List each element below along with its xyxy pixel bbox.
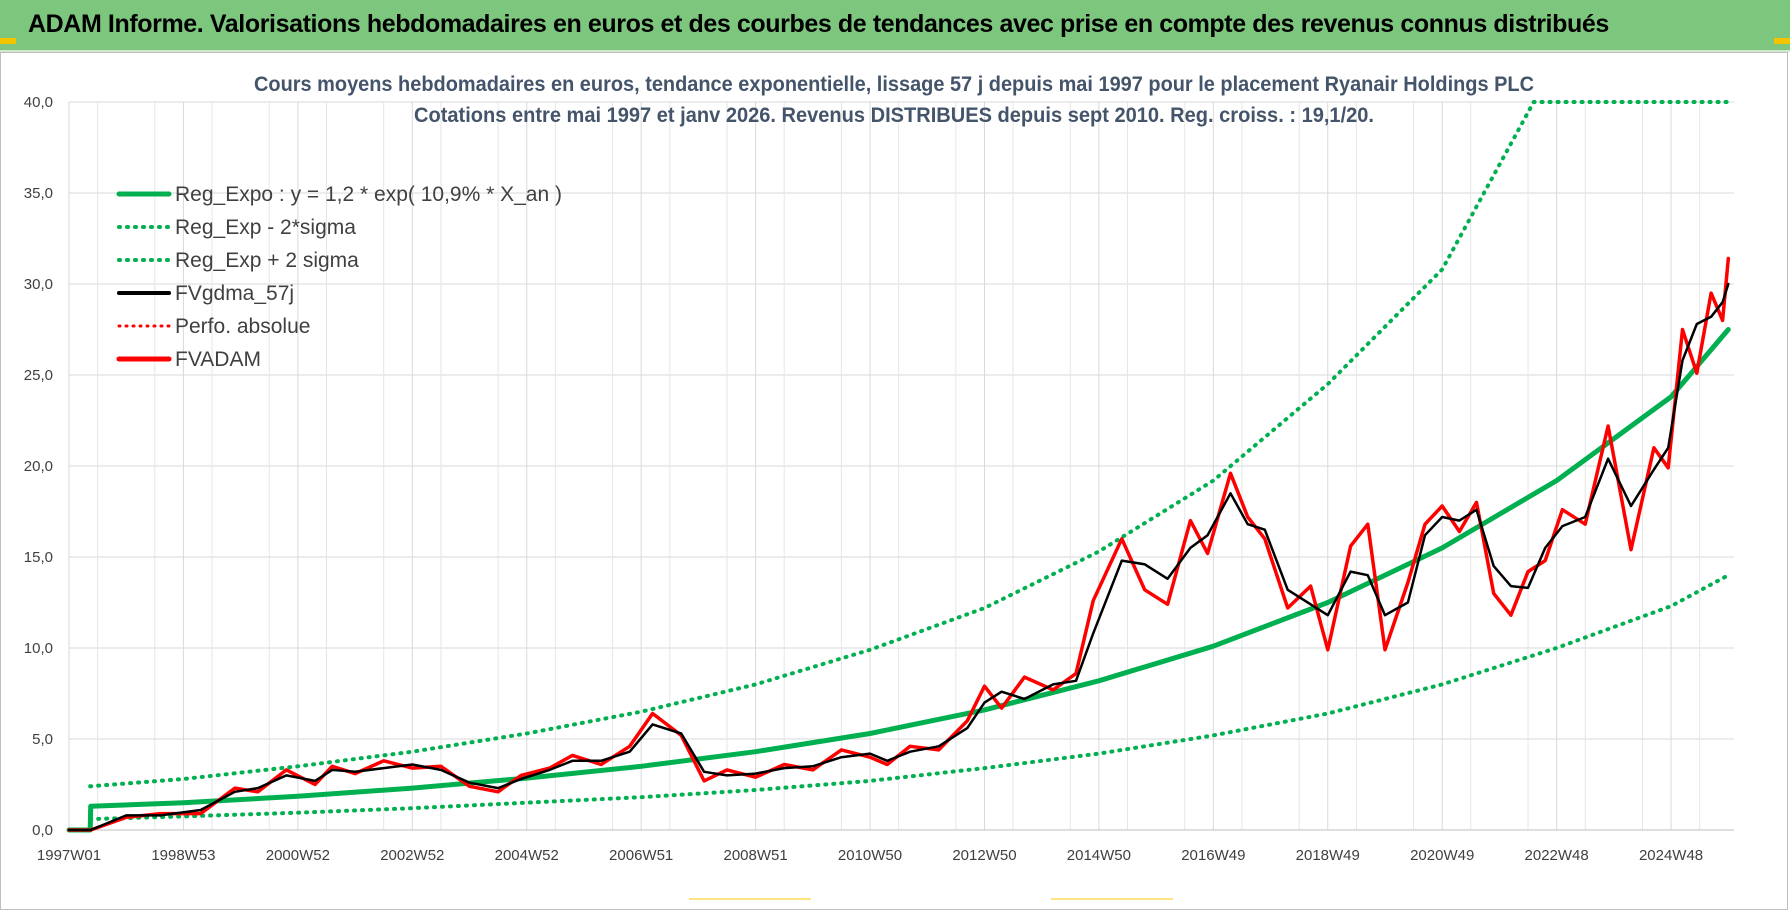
chart-area: 0,0 5,0 10,0 15,0 20,0 25,0 30,0 35,0 40,0 1997W… <box>0 52 1788 910</box>
legend-label: FVgdma_57j <box>175 282 294 305</box>
x-tick-label: 2006W51 <box>609 847 673 864</box>
y-tick-label: 40,0 <box>24 94 53 111</box>
x-axis-ticks: 1997W01 1998W53 2000W52 2002W52 2004W52 2006W… <box>37 847 1703 864</box>
y-tick-label: 20,0 <box>24 458 53 475</box>
corner-mark-right <box>1774 38 1790 44</box>
series-fvadam <box>67 256 1731 832</box>
legend-label: Reg_Expo : y = 1,2 * exp( 10,9% * X_an ) <box>175 183 562 206</box>
series-reg-expo <box>66 327 1731 833</box>
x-tick-label: 2018W49 <box>1296 847 1360 864</box>
legend-label: Perfo. absolue <box>175 315 310 338</box>
x-tick-label: 2016W49 <box>1181 847 1245 864</box>
plot-series <box>66 100 1731 833</box>
x-tick-label: 2008W51 <box>723 847 787 864</box>
x-tick-label: 2002W52 <box>380 847 444 864</box>
corner-mark-left <box>0 38 16 44</box>
x-tick-label: 2010W50 <box>838 847 902 864</box>
x-tick-label: 2024W48 <box>1639 847 1703 864</box>
y-tick-label: 10,0 <box>24 640 53 657</box>
legend: Reg_Expo : y = 1,2 * exp( 10,9% * X_an )… <box>116 183 562 371</box>
chart-subtitle: Cotations entre mai 1997 et janv 2026. R… <box>414 104 1374 127</box>
y-tick-label: 35,0 <box>24 185 53 202</box>
series-fvgdma-57j <box>67 282 1730 832</box>
y-tick-label: 15,0 <box>24 549 53 566</box>
x-tick-label: 1998W53 <box>151 847 215 864</box>
x-tick-label: 2022W48 <box>1525 847 1589 864</box>
x-tick-label: 2000W52 <box>266 847 330 864</box>
y-axis-ticks: 0,0 5,0 10,0 15,0 20,0 25,0 30,0 35,0 40,0 <box>24 94 53 839</box>
bottom-accent-right <box>1051 898 1173 900</box>
legend-label: Reg_Exp - 2*sigma <box>175 216 356 239</box>
x-tick-label: 2004W52 <box>495 847 559 864</box>
header-title: ADAM Informe. Valorisations hebdomadaire… <box>28 10 1609 38</box>
grid-lines <box>68 101 1734 831</box>
x-tick-label: 1997W01 <box>37 847 101 864</box>
x-tick-label: 2014W50 <box>1067 847 1131 864</box>
chart-titles: Cours moyens hebdomadaires en euros, ten… <box>254 73 1534 127</box>
y-tick-label: 0,0 <box>32 822 53 839</box>
series-reg-exp-plus-2sigma <box>88 100 1731 789</box>
y-tick-label: 5,0 <box>32 731 53 748</box>
bottom-accent-left <box>689 898 811 900</box>
legend-label: FVADAM <box>175 348 261 371</box>
legend-label: Reg_Exp + 2 sigma <box>175 249 359 272</box>
y-tick-label: 30,0 <box>24 276 53 293</box>
chart-svg: 0,0 5,0 10,0 15,0 20,0 25,0 30,0 35,0 40,0 1997W… <box>24 73 1734 864</box>
chart-title: Cours moyens hebdomadaires en euros, ten… <box>254 73 1534 96</box>
x-tick-label: 2020W49 <box>1410 847 1474 864</box>
series-reg-exp-minus-2sigma <box>88 573 1731 822</box>
x-tick-label: 2012W50 <box>952 847 1016 864</box>
header-bar: ADAM Informe. Valorisations hebdomadaire… <box>0 0 1790 52</box>
y-tick-label: 25,0 <box>24 367 53 384</box>
